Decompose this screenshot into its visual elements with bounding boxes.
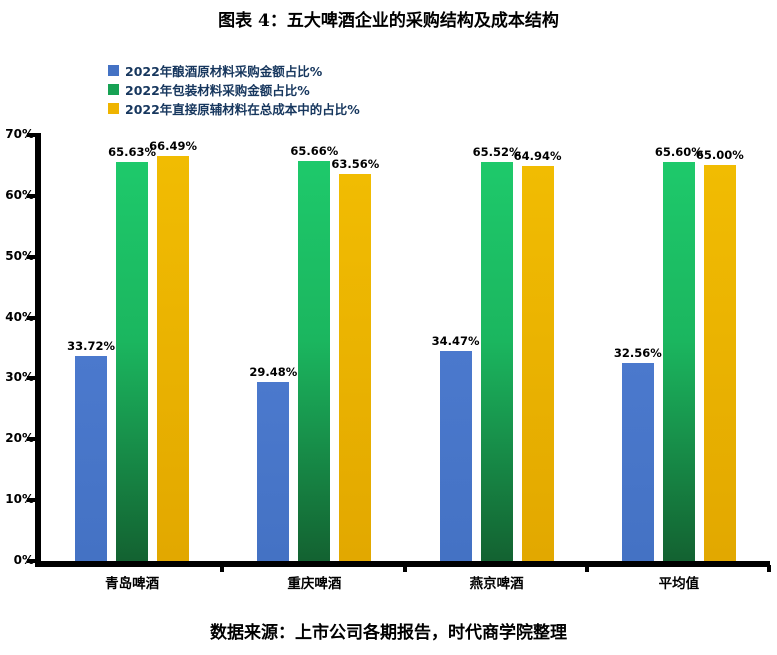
bar-重庆啤酒-series-2: 65.66%	[290, 144, 338, 561]
y-axis-tick	[27, 376, 35, 381]
bar-group-平均值: 32.56% 65.60% 65.00%	[588, 135, 770, 561]
y-axis-tick	[27, 559, 35, 563]
y-axis-tick	[27, 133, 35, 137]
bar-value-label: 34.47%	[431, 334, 480, 349]
yellow-series-swatch-icon	[108, 103, 119, 114]
y-axis-tick-label: 10%	[5, 492, 34, 507]
x-axis-tick	[767, 565, 771, 572]
legend-label-series-3: 2022年直接原辅材料在总成本中的占比%	[125, 102, 360, 117]
y-axis-tick	[27, 315, 35, 320]
bar-value-label: 63.56%	[331, 157, 380, 172]
bar-value-label: 65.52%	[472, 145, 521, 160]
legend: 2022年酿酒原材料采购金额占比% 2022年包装材料采购金额占比% 2022年直接…	[108, 61, 360, 118]
bar-group-重庆啤酒: 29.48% 65.66% 63.56%	[223, 135, 405, 561]
y-axis-tick-label: 30%	[5, 370, 34, 385]
y-axis-tick-label: 50%	[5, 248, 34, 263]
legend-item-series-2: 2022年包装材料采购金额占比%	[108, 80, 360, 99]
bar-value-label: 66.49%	[149, 139, 198, 154]
bar-重庆啤酒-series-3: 63.56%	[331, 157, 379, 561]
bar-value-label: 65.63%	[108, 144, 157, 159]
legend-label-series-1: 2022年酿酒原材料采购金额占比%	[125, 64, 323, 79]
y-axis-tick-label: 60%	[5, 187, 34, 202]
bar-青岛啤酒-series-1: 33.72%	[67, 339, 115, 561]
bar-平均值-series-2: 65.60%	[655, 145, 703, 561]
y-axis-line	[35, 133, 41, 567]
bar-value-label: 32.56%	[613, 345, 662, 360]
chart-title: 图表 4：五大啤酒企业的采购结构及成本结构	[218, 11, 559, 31]
bar-燕京啤酒-series-2: 65.52%	[473, 145, 521, 561]
y-axis-tick-label: 20%	[5, 431, 34, 446]
x-axis-tick	[402, 565, 407, 572]
y-axis-tick-label: 70%	[5, 127, 34, 141]
bar-青岛啤酒-series-2: 65.63%	[108, 145, 156, 561]
bar-燕京啤酒-series-1: 34.47%	[432, 334, 480, 561]
legend-label-series-2: 2022年包装材料采购金额占比%	[125, 83, 310, 98]
x-axis-line	[35, 561, 770, 567]
plot-area: 33.72% 65.63% 66.49% 29.48% 65.66% 63.56% 34.4…	[41, 135, 770, 561]
category-label-青岛啤酒: 青岛啤酒	[105, 576, 160, 592]
bar-value-label: 33.72%	[67, 338, 116, 353]
bar-重庆啤酒-series-1: 29.48%	[249, 365, 297, 561]
x-axis-tick	[584, 565, 589, 572]
data-source-caption: 数据来源：上市公司各期报告，时代商学院整理	[210, 623, 567, 643]
category-label-平均值: 平均值	[658, 576, 700, 592]
y-axis-tick	[27, 254, 35, 259]
blue-series-swatch-icon	[108, 65, 119, 76]
y-axis-tick-label: 0%	[13, 553, 34, 567]
category-label-重庆啤酒: 重庆啤酒	[287, 576, 342, 592]
bar-平均值-series-1: 32.56%	[614, 346, 662, 561]
bar-group-青岛啤酒: 33.72% 65.63% 66.49%	[41, 135, 223, 561]
y-axis-tick	[27, 498, 35, 503]
bar-value-label: 65.00%	[695, 148, 744, 163]
bar-青岛啤酒-series-3: 66.49%	[149, 139, 197, 561]
x-axis-tick	[220, 565, 225, 572]
y-axis-tick	[27, 437, 35, 442]
y-axis-tick	[27, 193, 35, 198]
bar-平均值-series-3: 65.00%	[696, 148, 744, 561]
bar-value-label: 65.66%	[290, 144, 339, 159]
bar-value-label: 29.48%	[249, 364, 298, 379]
bar-value-label: 65.60%	[654, 144, 703, 159]
legend-item-series-3: 2022年直接原辅材料在总成本中的占比%	[108, 99, 360, 118]
bar-value-label: 64.94%	[513, 148, 562, 163]
bar-group-燕京啤酒: 34.47% 65.52% 64.94%	[406, 135, 588, 561]
green-series-swatch-icon	[108, 84, 119, 95]
bar-燕京啤酒-series-3: 64.94%	[514, 149, 562, 561]
category-label-燕京啤酒: 燕京啤酒	[469, 576, 524, 592]
legend-item-series-1: 2022年酿酒原材料采购金额占比%	[108, 61, 360, 80]
y-axis-tick-label: 40%	[5, 309, 34, 324]
